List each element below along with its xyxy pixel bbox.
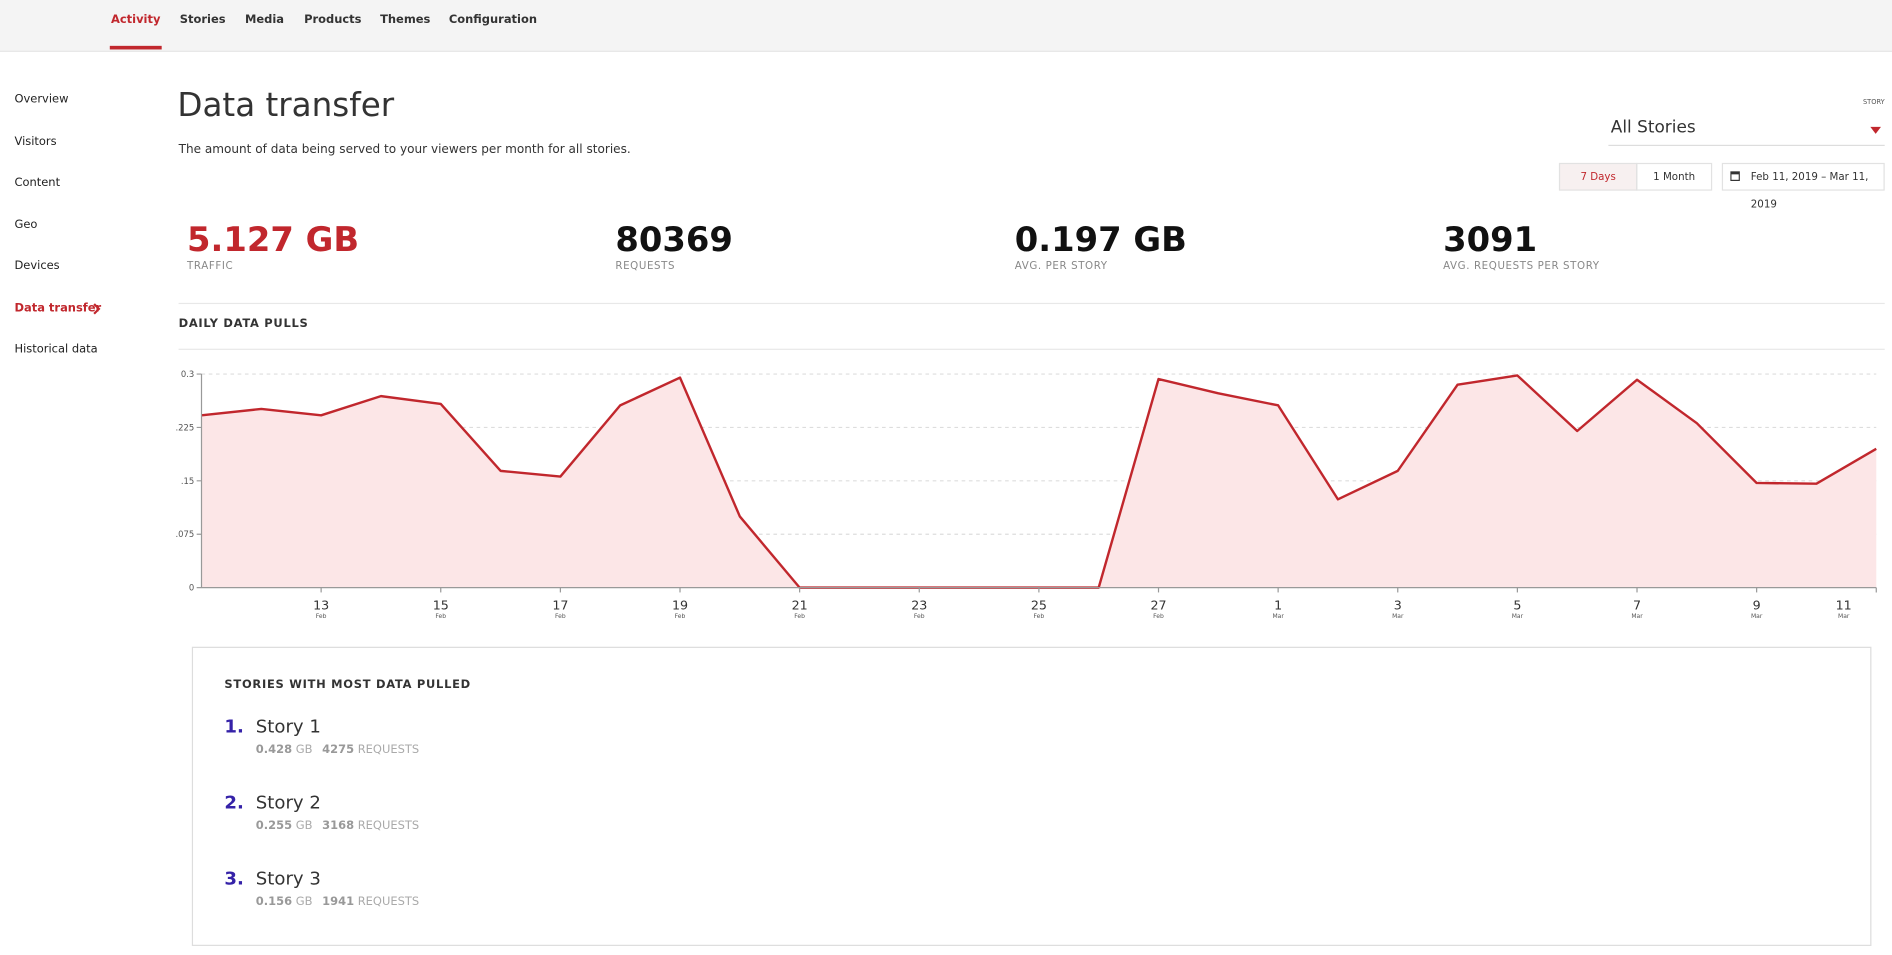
- stat-label: REQUESTS: [615, 260, 676, 273]
- story-meta: 0.156 GB 1941 REQUESTS: [256, 895, 419, 908]
- x-tick-label: 11: [1836, 597, 1852, 612]
- story-meta: 0.255 GB 3168 REQUESTS: [256, 819, 419, 832]
- x-tick-month: Mar: [1751, 613, 1763, 620]
- y-tick-label: 0: [189, 583, 194, 593]
- story-requests-unit: REQUESTS: [357, 895, 420, 909]
- x-tick-label: 13: [313, 597, 329, 612]
- story-select[interactable]: All Stories: [1608, 115, 1885, 146]
- nav-tab[interactable]: Themes: [380, 13, 431, 27]
- x-tick-label: 15: [433, 597, 449, 612]
- nav-tab[interactable]: Configuration: [448, 13, 538, 27]
- story-rank: 2.: [224, 791, 244, 814]
- y-tick-label: .225: [175, 422, 194, 432]
- x-tick-month: Feb: [316, 613, 327, 620]
- stat-label: AVG. PER STORY: [1014, 260, 1108, 273]
- story-requests: 1941: [322, 895, 355, 909]
- stat-value: 3091: [1443, 219, 1538, 260]
- story-requests-unit: REQUESTS: [357, 819, 420, 833]
- story-gb-unit: GB: [295, 819, 313, 833]
- sidebar-link[interactable]: Overview: [14, 92, 69, 107]
- x-tick-label: 21: [792, 597, 808, 612]
- stat-value: 0.197 GB: [1014, 219, 1187, 260]
- story-requests-unit: REQUESTS: [357, 743, 420, 757]
- range-button[interactable]: 7 Days: [1558, 162, 1638, 191]
- divider: [178, 348, 1885, 350]
- x-tick-month: Mar: [1512, 613, 1524, 620]
- chart: 0.075.15.2250.313Feb15Feb17Feb19Feb21Feb…: [175, 369, 1877, 620]
- y-tick-label: 0.3: [181, 369, 194, 379]
- top-nav: Activity Stories Media Products Themes C…: [0, 0, 1892, 52]
- x-tick-month: Feb: [914, 613, 925, 620]
- nav-tab[interactable]: Media: [244, 13, 285, 27]
- x-tick-label: 3: [1394, 597, 1402, 612]
- story-rank: 3.: [224, 867, 244, 890]
- page-title: Data transfer: [177, 86, 395, 125]
- x-tick-label: 9: [1753, 597, 1761, 612]
- chevron-icon: [93, 303, 101, 315]
- date-picker[interactable]: Feb 11, 2019 – Mar 11, 2019: [1721, 162, 1885, 211]
- y-tick-label: .075: [175, 529, 194, 539]
- page-subtitle: The amount of data being served to your …: [178, 143, 631, 157]
- x-tick-label: 19: [672, 597, 688, 612]
- story-rank: 1.: [224, 715, 244, 738]
- story-gb-unit: GB: [295, 895, 313, 909]
- story-select-value: All Stories: [1610, 118, 1696, 138]
- chart-title: DAILY DATA PULLS: [178, 317, 309, 331]
- x-tick-month: Feb: [675, 613, 686, 620]
- x-tick-month: Feb: [794, 613, 805, 620]
- story-gb: 0.156: [255, 895, 293, 909]
- x-tick-label: 17: [552, 597, 568, 612]
- story-label: STORY: [1862, 98, 1885, 107]
- x-tick-label: 23: [911, 597, 927, 612]
- story-gb: 0.255: [255, 819, 293, 833]
- stat-value: 5.127 GB: [187, 219, 360, 260]
- story-meta: 0.428 GB 4275 REQUESTS: [256, 743, 419, 756]
- story-requests: 4275: [322, 743, 355, 757]
- nav-tab[interactable]: Products: [304, 13, 362, 27]
- nav-tab[interactable]: Activity: [109, 13, 162, 50]
- calendar-icon: [1730, 171, 1740, 181]
- divider: [178, 302, 1885, 305]
- date-range: Feb 11, 2019 – Mar 11, 2019: [1750, 171, 1869, 212]
- story-gb: 0.428: [255, 743, 293, 757]
- story-name: Story 2: [255, 791, 321, 814]
- x-tick-label: 5: [1513, 597, 1521, 612]
- area: [201, 375, 1877, 588]
- stat-value: 80369: [615, 219, 733, 260]
- sidebar-link[interactable]: Visitors: [14, 135, 57, 149]
- x-tick-label: 27: [1150, 597, 1166, 612]
- sidebar-link[interactable]: Data transfer: [14, 301, 102, 315]
- nav-tab[interactable]: Stories: [179, 13, 226, 27]
- panel-title: STORIES WITH MOST DATA PULLED: [224, 678, 471, 692]
- x-tick-month: Mar: [1392, 613, 1404, 620]
- stat-label: AVG. REQUESTS PER STORY: [1443, 260, 1600, 273]
- top-stories-panel: [191, 646, 1872, 946]
- sidebar-link[interactable]: Content: [14, 176, 61, 190]
- y-tick-label: .15: [181, 476, 194, 486]
- x-tick-month: Feb: [1153, 613, 1164, 620]
- x-tick-month: Mar: [1631, 613, 1643, 620]
- x-tick-label: 25: [1031, 597, 1047, 612]
- sidebar-link[interactable]: Historical data: [14, 342, 98, 356]
- x-tick-month: Mar: [1838, 613, 1850, 620]
- x-tick-month: Feb: [1034, 613, 1045, 620]
- story-gb-unit: GB: [295, 743, 313, 757]
- sidebar-link[interactable]: Geo: [14, 218, 38, 232]
- x-tick-label: 7: [1633, 597, 1641, 612]
- range-button[interactable]: 1 Month: [1636, 162, 1713, 191]
- x-tick-month: Mar: [1272, 613, 1284, 620]
- story-name: Story 3: [255, 867, 321, 890]
- story-requests: 3168: [322, 819, 355, 833]
- x-tick-month: Feb: [435, 613, 446, 620]
- stat-label: TRAFFIC: [187, 260, 234, 273]
- x-tick-label: 1: [1274, 597, 1282, 612]
- sidebar-link[interactable]: Devices: [14, 259, 60, 273]
- story-name: Story 1: [255, 715, 321, 738]
- x-tick-month: Feb: [555, 613, 566, 620]
- dropdown-arrow: [1870, 126, 1882, 134]
